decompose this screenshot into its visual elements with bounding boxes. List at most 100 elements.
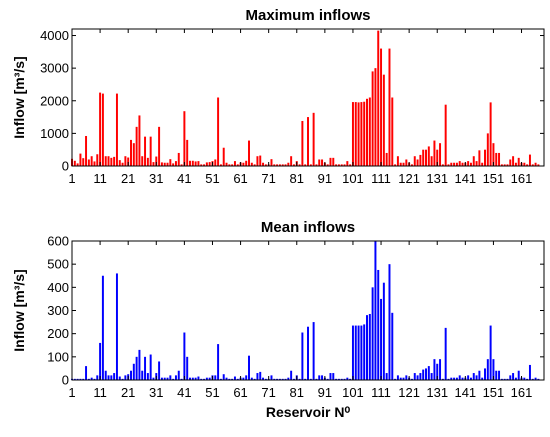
bar: [79, 378, 82, 380]
x-tick-label: 141: [454, 171, 476, 186]
bar: [149, 136, 152, 166]
bar: [318, 375, 321, 380]
bar: [141, 156, 144, 166]
bar: [315, 164, 318, 166]
x-tick-label: 71: [261, 171, 275, 186]
bar: [259, 371, 262, 380]
bar: [127, 157, 130, 166]
bar: [450, 377, 453, 380]
bar: [135, 126, 138, 166]
bar: [166, 162, 169, 166]
bar: [382, 74, 385, 166]
bar: [205, 162, 208, 166]
bar: [458, 161, 461, 166]
x-tick-label: 151: [483, 385, 505, 400]
bar: [189, 377, 191, 380]
bar: [177, 370, 180, 380]
bar: [113, 156, 116, 166]
bar: [486, 133, 489, 166]
bar: [298, 378, 301, 380]
y-tick-label: 0: [62, 159, 69, 174]
bar: [186, 139, 189, 166]
bar: [484, 149, 486, 166]
bar: [439, 359, 442, 380]
y-tick-label: 4000: [40, 28, 69, 43]
bar: [87, 378, 90, 380]
bar: [118, 376, 121, 380]
bar: [326, 378, 329, 380]
bar: [391, 97, 394, 166]
bar: [425, 368, 427, 380]
bar: [270, 375, 273, 380]
bar: [149, 354, 152, 380]
bar: [172, 378, 175, 380]
bar: [101, 275, 104, 380]
plot-frame: [71, 28, 545, 167]
bar: [169, 375, 172, 380]
bar: [366, 315, 368, 380]
x-tick-label: 131: [426, 171, 448, 186]
x-tick-label: 111: [371, 171, 391, 186]
y-axis-label: Inflow [m³/s]: [11, 56, 27, 138]
bar: [416, 159, 419, 166]
bar: [503, 164, 506, 166]
bar: [371, 287, 374, 380]
bar: [278, 164, 281, 166]
bar: [413, 373, 416, 380]
bar: [377, 30, 380, 166]
bar: [256, 373, 259, 380]
bar: [307, 117, 309, 166]
bar: [107, 156, 110, 166]
bar: [115, 273, 118, 380]
x-axis-label: Reservoir N⁰: [266, 404, 351, 420]
bar: [292, 378, 295, 380]
bar: [186, 356, 189, 380]
bar: [534, 377, 537, 380]
bar: [104, 370, 107, 380]
x-tick-label: 41: [177, 171, 191, 186]
x-tick-label: 111: [371, 385, 391, 400]
bar: [219, 164, 222, 166]
bar: [245, 375, 248, 380]
bar: [410, 164, 413, 166]
bar: [531, 378, 534, 380]
x-tick-label: 81: [290, 171, 304, 186]
bar: [96, 154, 99, 166]
bar: [138, 115, 141, 166]
bar: [172, 163, 175, 166]
bar: [500, 378, 503, 380]
bar: [380, 48, 383, 166]
bar: [402, 377, 405, 380]
bar: [388, 264, 391, 380]
y-tick-label: 400: [47, 280, 69, 295]
chart-title: Maximum inflows: [245, 7, 370, 24]
bar: [276, 378, 279, 380]
x-tick-label: 31: [149, 385, 163, 400]
x-tick-label: 71: [261, 385, 275, 400]
bar: [329, 157, 332, 166]
bar: [197, 376, 200, 380]
bar: [304, 378, 307, 380]
bar: [107, 375, 110, 380]
bar: [374, 241, 377, 380]
bar: [73, 378, 76, 380]
bar: [374, 68, 377, 166]
bar: [110, 157, 113, 166]
bar: [455, 162, 458, 166]
bar: [514, 377, 517, 380]
bar: [141, 370, 144, 380]
bar: [225, 377, 228, 380]
x-tick-label: 101: [342, 171, 364, 186]
bar: [337, 164, 340, 166]
bar: [343, 378, 346, 380]
y-tick-label: 300: [47, 303, 69, 318]
y-tick-label: 3000: [40, 61, 69, 76]
bar: [99, 342, 102, 380]
bar: [444, 327, 447, 381]
bar: [231, 378, 234, 380]
bar: [301, 332, 304, 380]
bar: [253, 378, 256, 380]
bar: [113, 373, 116, 380]
bar: [433, 359, 436, 380]
bar: [444, 104, 447, 166]
